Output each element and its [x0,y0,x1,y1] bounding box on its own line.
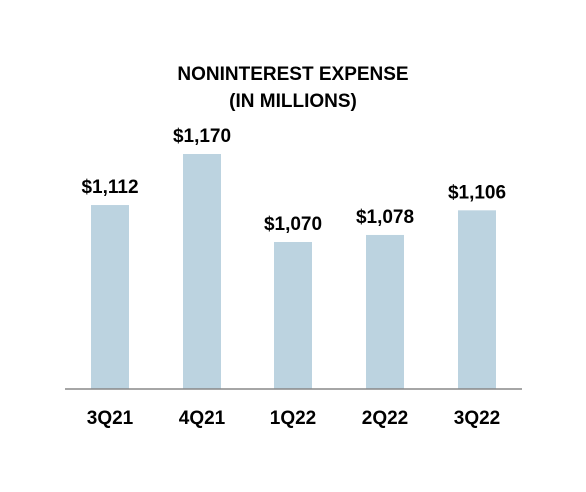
bars-group [91,154,496,389]
bar-1Q22 [274,242,312,389]
value-label-3Q21: $1,112 [81,177,138,198]
value-label-1Q22: $1,070 [264,214,322,235]
category-ticks-group: 3Q21 4Q21 1Q22 2Q22 3Q22 [87,408,500,429]
chart-title: NONINTEREST EXPENSE [177,64,408,85]
tick-label-3Q22: 3Q22 [454,408,500,429]
bar-2Q22 [366,234,404,389]
value-label-4Q21: $1,170 [173,126,231,147]
tick-label-4Q21: 4Q21 [179,408,226,429]
bar-3Q22 [458,210,496,389]
tick-label-3Q21: 3Q21 [87,408,134,429]
bar-3Q21 [91,205,129,389]
bar-4Q21 [183,154,221,389]
value-label-2Q22: $1,078 [356,207,414,228]
value-label-3Q22: $1,106 [448,182,506,203]
tick-label-2Q22: 2Q22 [362,408,408,429]
value-labels-group: $1,112 $1,170 $1,070 $1,078 $1,106 [81,126,506,235]
chart-subtitle: (IN MILLIONS) [229,91,357,112]
tick-label-1Q22: 1Q22 [270,408,316,429]
